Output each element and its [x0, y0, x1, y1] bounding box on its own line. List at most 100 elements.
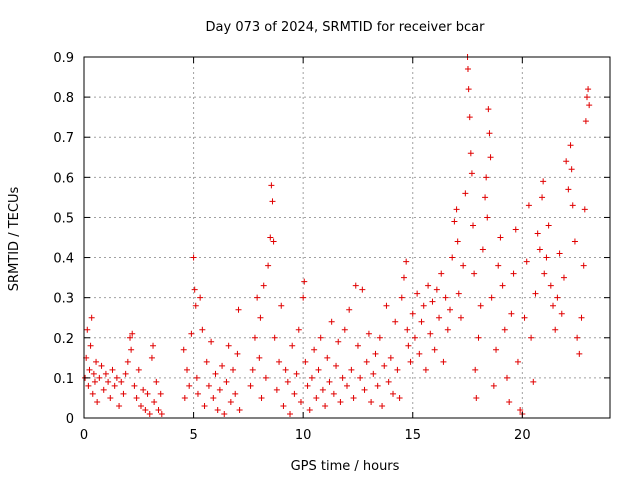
- data-point: [454, 238, 461, 245]
- data-point: [129, 330, 136, 337]
- data-point: [501, 326, 508, 333]
- data-point: [363, 358, 370, 365]
- data-point: [271, 334, 278, 341]
- data-point: [436, 314, 443, 321]
- data-point: [265, 262, 272, 269]
- data-point: [188, 330, 195, 337]
- data-point: [586, 102, 593, 109]
- data-point: [403, 258, 410, 265]
- data-point: [85, 382, 92, 389]
- data-point: [258, 394, 265, 401]
- data-point: [420, 302, 427, 309]
- data-point: [148, 354, 155, 361]
- y-tick-label: 0.7: [53, 131, 74, 146]
- data-point: [510, 270, 517, 277]
- data-point: [247, 382, 254, 389]
- data-point: [485, 106, 492, 113]
- data-point: [379, 402, 386, 409]
- data-point: [116, 402, 123, 409]
- data-point: [205, 382, 212, 389]
- data-point: [234, 350, 241, 357]
- data-point: [100, 386, 107, 393]
- data-point: [541, 270, 548, 277]
- data-point: [411, 334, 418, 341]
- data-point: [431, 346, 438, 353]
- data-point: [317, 334, 324, 341]
- data-point: [416, 350, 423, 357]
- data-point: [517, 406, 524, 413]
- grid-lines: [84, 57, 610, 418]
- data-point: [284, 378, 291, 385]
- data-point: [405, 342, 412, 349]
- data-point: [287, 410, 294, 417]
- data-point: [328, 318, 335, 325]
- x-tick-labels: 0 5 10 15 20: [80, 428, 531, 443]
- data-point: [372, 350, 379, 357]
- data-point: [486, 130, 493, 137]
- data-point: [466, 114, 473, 121]
- data-point: [409, 310, 416, 317]
- data-point: [444, 326, 451, 333]
- data-point: [124, 358, 131, 365]
- data-point: [297, 398, 304, 405]
- data-point: [396, 394, 403, 401]
- data-point: [357, 374, 364, 381]
- data-point: [308, 374, 315, 381]
- data-point: [89, 390, 96, 397]
- data-point: [210, 394, 217, 401]
- data-point: [540, 178, 547, 185]
- data-point: [267, 234, 274, 241]
- y-tick-label: 0.9: [53, 51, 74, 66]
- data-point: [344, 382, 350, 389]
- data-point: [262, 374, 269, 381]
- data-point: [276, 358, 283, 365]
- data-point: [582, 118, 589, 125]
- data-point: [506, 398, 513, 405]
- data-point: [525, 202, 532, 209]
- data-point: [499, 282, 506, 289]
- data-point: [414, 290, 421, 297]
- data-point: [457, 314, 464, 321]
- data-point: [560, 274, 567, 281]
- data-point: [282, 366, 289, 373]
- data-point: [462, 190, 469, 197]
- data-point: [184, 366, 191, 373]
- data-point: [190, 254, 197, 261]
- data-point: [536, 246, 543, 253]
- data-point: [90, 370, 97, 377]
- data-point: [370, 370, 377, 377]
- data-point: [199, 326, 206, 333]
- data-point: [88, 314, 95, 321]
- data-point: [295, 326, 302, 333]
- data-point: [468, 170, 475, 177]
- data-point: [216, 386, 223, 393]
- data-point: [508, 310, 515, 317]
- data-point: [464, 66, 471, 73]
- data-point: [482, 194, 489, 201]
- data-point: [339, 374, 346, 381]
- data-point: [547, 282, 554, 289]
- data-point: [315, 366, 322, 373]
- data-point: [495, 262, 502, 269]
- data-point: [429, 298, 436, 305]
- data-point: [146, 410, 153, 417]
- data-point: [554, 294, 561, 301]
- data-point: [359, 286, 366, 293]
- data-point: [365, 330, 372, 337]
- data-point: [191, 286, 198, 293]
- data-point: [249, 366, 256, 373]
- data-point: [440, 358, 447, 365]
- data-point: [330, 390, 337, 397]
- data-point: [260, 282, 267, 289]
- data-point: [219, 362, 226, 369]
- data-point: [194, 390, 201, 397]
- axis-ticks: [83, 56, 610, 419]
- data-point: [470, 222, 477, 229]
- data-point: [455, 290, 462, 297]
- data-point: [105, 378, 112, 385]
- data-point: [581, 206, 588, 213]
- data-point: [394, 366, 401, 373]
- data-point: [532, 290, 539, 297]
- data-point: [451, 218, 458, 225]
- data-point: [333, 362, 340, 369]
